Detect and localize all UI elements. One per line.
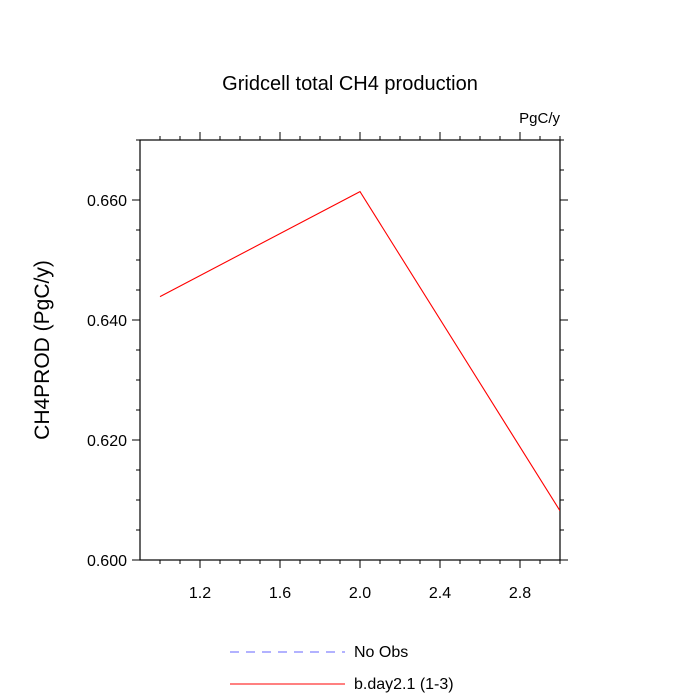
series-line bbox=[159, 190, 560, 512]
y-axis-label: CH4PROD (PgC/y) bbox=[31, 260, 54, 440]
units-label: PgC/y bbox=[519, 110, 560, 127]
y-tick-label: 0.620 bbox=[87, 433, 127, 450]
x-tick-label: 1.2 bbox=[189, 585, 211, 602]
legend: No Obs b.day2.1 (1-3) bbox=[230, 644, 454, 693]
y-tick-label: 0.660 bbox=[87, 193, 127, 210]
x-tick-label: 2.8 bbox=[509, 585, 531, 602]
y-tick-label: 0.640 bbox=[87, 313, 127, 330]
x-tick-label: 1.6 bbox=[269, 585, 291, 602]
x-axis-ticks: 1.2 1.6 2.0 2.4 2.8 bbox=[159, 132, 561, 602]
plot-frame bbox=[139, 139, 561, 561]
chart-title: Gridcell total CH4 production bbox=[222, 73, 478, 95]
legend-label: b.day2.1 (1-3) bbox=[354, 676, 454, 693]
legend-label: No Obs bbox=[354, 644, 408, 661]
x-tick-label: 2.4 bbox=[429, 585, 451, 602]
y-tick-label: 0.600 bbox=[87, 553, 127, 570]
y-axis-ticks: 0.600 0.620 0.640 0.660 bbox=[87, 139, 568, 570]
series-layer bbox=[159, 190, 560, 512]
x-tick-label: 2.0 bbox=[349, 585, 371, 602]
